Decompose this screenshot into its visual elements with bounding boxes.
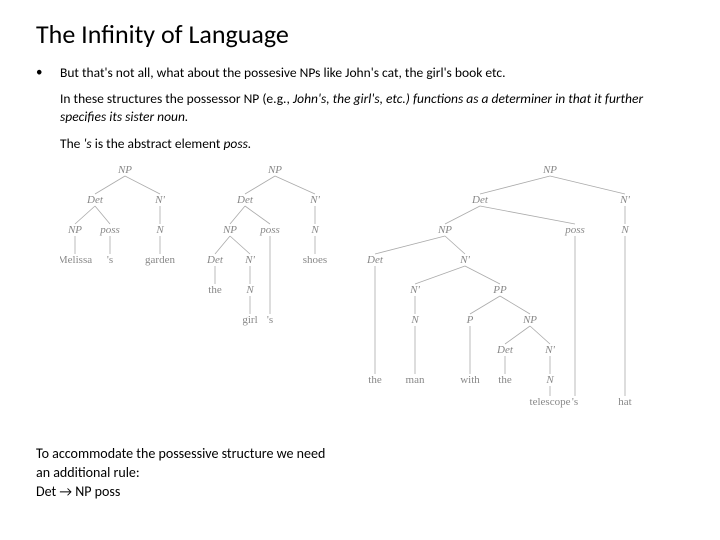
p2d: poss. — [223, 135, 251, 152]
svg-text:girl: girl — [242, 314, 257, 326]
svg-text:poss: poss — [259, 224, 280, 236]
p2c: is the abstract element — [92, 135, 224, 152]
paragraph-1: In these structures the possessor NP (e.… — [60, 90, 684, 126]
svg-text:N': N' — [309, 194, 320, 206]
svg-text:Det: Det — [86, 194, 104, 206]
svg-text:man: man — [406, 374, 425, 386]
svg-text:NP: NP — [222, 224, 237, 236]
svg-text:N: N — [545, 374, 554, 386]
svg-text:Det: Det — [236, 194, 254, 206]
bottom-line-2: Det → NP poss — [36, 483, 336, 502]
svg-text:Det: Det — [471, 194, 489, 206]
svg-text:the: the — [208, 284, 222, 296]
svg-text:Det: Det — [496, 344, 514, 356]
svg-text:N': N' — [409, 284, 420, 296]
svg-text:N: N — [620, 224, 629, 236]
bottom-line-1: To accommodate the possessive structure … — [36, 445, 336, 483]
svg-text:NP: NP — [117, 164, 132, 176]
syntax-tree-3: NP Det N' NP poss N Det N' the N' PP Nman P NP with Det… — [350, 161, 650, 421]
svg-text:shoes: shoes — [303, 254, 327, 266]
svg-text:poss: poss — [564, 224, 585, 236]
svg-text:N: N — [155, 224, 164, 236]
svg-text:N': N' — [459, 254, 470, 266]
slide-title: The Infinity of Language — [36, 18, 684, 50]
syntax-tree-1: NP Det N' NP poss N Melissa 's garden — [60, 161, 190, 281]
svg-text:PP: PP — [492, 284, 507, 296]
p1a: In these structures the possessor NP (e.… — [60, 90, 293, 107]
paragraph-2: The 's is the abstract element poss. — [60, 135, 684, 153]
svg-text:with: with — [460, 374, 480, 386]
svg-text:telescope: telescope — [530, 396, 571, 408]
svg-text:N': N' — [154, 194, 165, 206]
syntax-tree-2: NP Det N' NP poss N Det N' shoes the Ngirl 's — [200, 161, 340, 341]
bullet-marker: • — [36, 64, 60, 80]
svg-text:NP: NP — [267, 164, 282, 176]
svg-text:P: P — [466, 314, 474, 326]
svg-text:Det: Det — [366, 254, 384, 266]
svg-text:N: N — [410, 314, 419, 326]
svg-text:N': N' — [544, 344, 555, 356]
svg-text:'s: 's — [107, 254, 113, 266]
svg-text:NP: NP — [437, 224, 452, 236]
svg-text:NP: NP — [67, 224, 82, 236]
svg-text:NP: NP — [522, 314, 537, 326]
svg-text:'s: 's — [267, 314, 273, 326]
svg-text:Det: Det — [206, 254, 224, 266]
svg-text:NP: NP — [542, 164, 557, 176]
bottom-note: To accommodate the possessive structure … — [36, 445, 336, 502]
svg-text:'s: 's — [572, 396, 578, 408]
tree-diagrams: NPDetN'NPpossNMelissa'sgarden NPDetN'NPp… — [60, 161, 684, 421]
svg-text:poss: poss — [99, 224, 120, 236]
svg-text:the: the — [368, 374, 382, 386]
svg-text:N': N' — [244, 254, 255, 266]
p1b: John's, the girl's, etc. — [293, 90, 406, 107]
p2b: 's — [83, 135, 91, 152]
bullet-1-text: But that's not all, what about the posse… — [60, 64, 506, 82]
bullet-1: • But that's not all, what about the pos… — [36, 64, 684, 82]
svg-text:N: N — [245, 284, 254, 296]
svg-text:the: the — [498, 374, 512, 386]
svg-text:hat: hat — [618, 396, 631, 408]
svg-text:N': N' — [619, 194, 630, 206]
svg-text:garden: garden — [145, 254, 175, 266]
svg-text:Melissa: Melissa — [60, 254, 92, 266]
svg-text:N: N — [310, 224, 319, 236]
p2a: The — [60, 135, 83, 152]
